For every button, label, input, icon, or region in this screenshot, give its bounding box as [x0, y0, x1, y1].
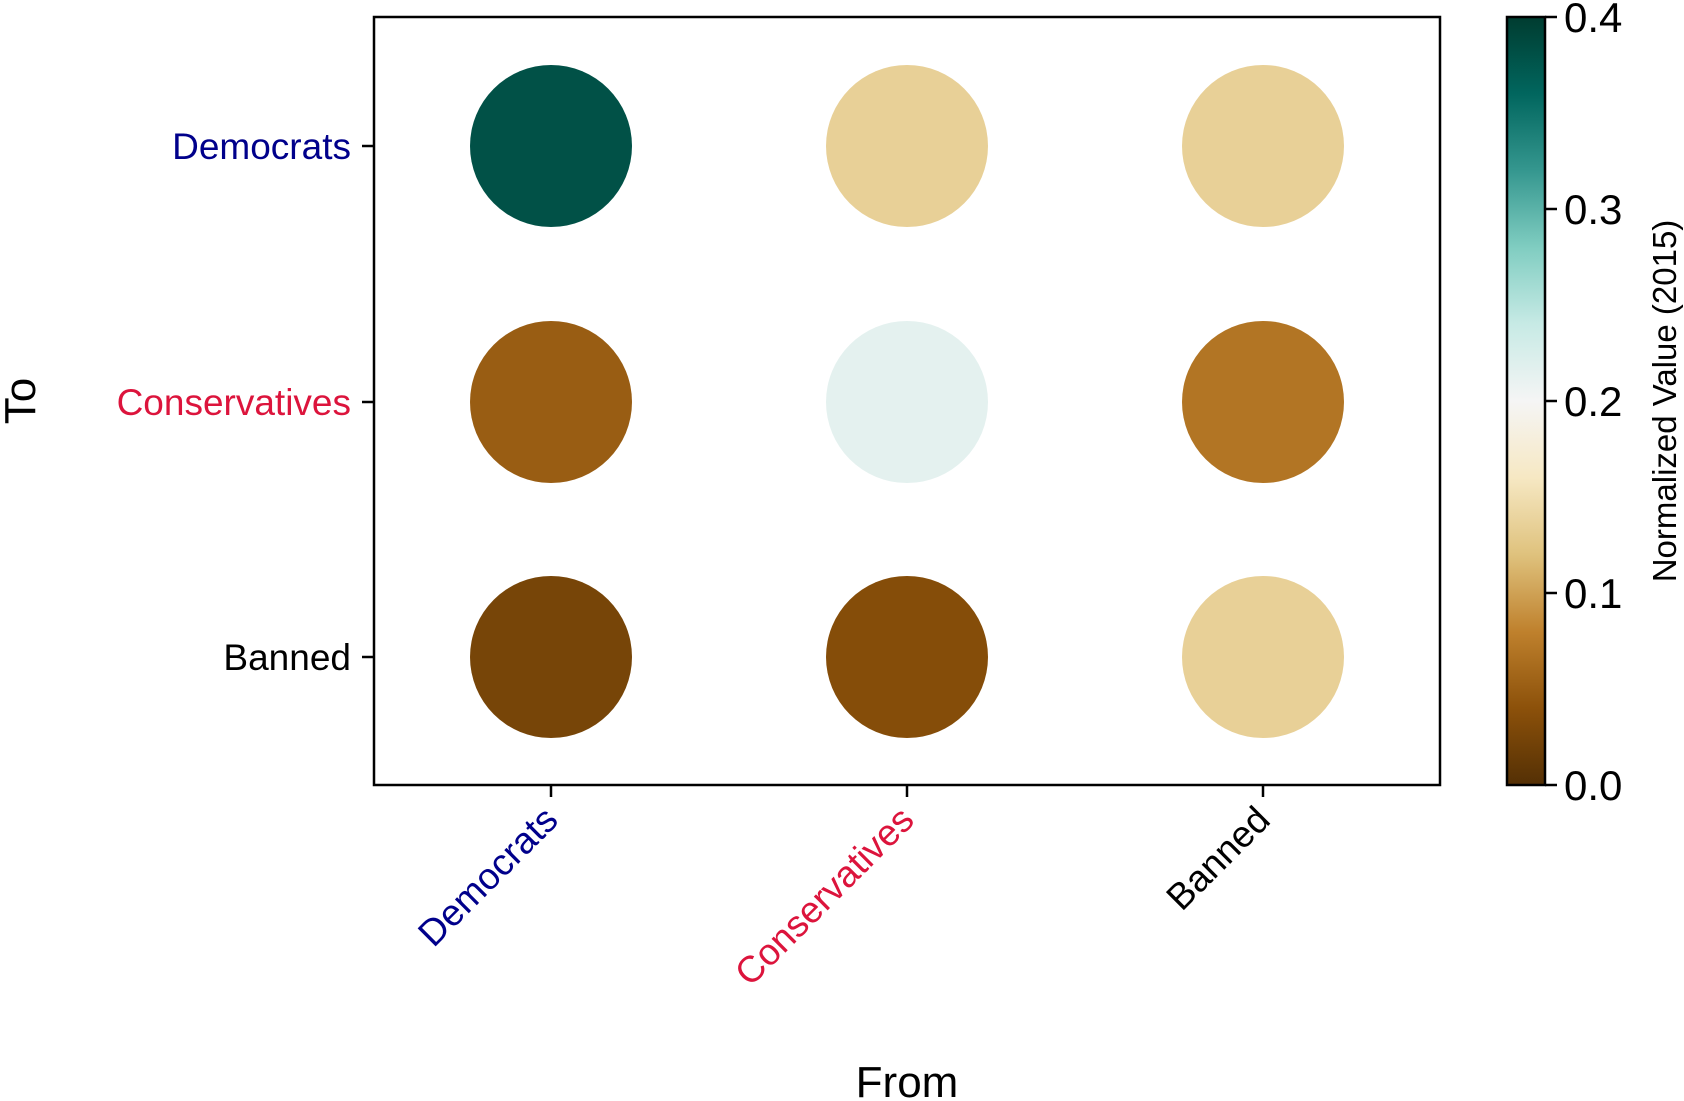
colorbar-tick-label: 0.1	[1564, 570, 1622, 617]
bubble-democrats-to-democrats	[470, 65, 632, 227]
bubble-banned-to-democrats	[1182, 65, 1344, 227]
x-tick-label-banned: Banned	[1158, 799, 1277, 918]
bubble-democrats-to-conservatives	[470, 321, 632, 483]
colorbar-tick-label: 0.3	[1564, 186, 1622, 233]
bubble-banned-to-banned	[1182, 576, 1344, 738]
y-axis-title: To	[0, 378, 45, 424]
y-tick-label-conservatives: Conservatives	[117, 382, 351, 423]
bubble-banned-to-conservatives	[1182, 321, 1344, 483]
y-axis: Democrats Conservatives Banned	[117, 126, 374, 678]
bubble-conservatives-to-banned	[826, 576, 988, 738]
colorbar-tick-label: 0.2	[1564, 378, 1622, 425]
colorbar-tick-label: 0.4	[1564, 0, 1622, 41]
bubble-conservatives-to-democrats	[826, 65, 988, 227]
bubble-layer	[470, 65, 1344, 738]
bubble-conservatives-to-conservatives	[826, 321, 988, 483]
y-tick-label-democrats: Democrats	[172, 126, 351, 167]
colorbar-ticks: 0.0 0.1 0.2 0.3 0.4	[1545, 0, 1622, 809]
x-tick-label-democrats: Democrats	[410, 799, 565, 954]
y-tick-label-banned: Banned	[223, 637, 351, 678]
x-axis: Democrats Conservatives Banned	[410, 785, 1278, 994]
colorbar-fill	[1505, 15, 1547, 787]
x-axis-title: From	[856, 1058, 959, 1101]
colorbar-title: Normalized Value (2015)	[1646, 220, 1683, 583]
colorbar: 0.0 0.1 0.2 0.3 0.4 Normalized Value (2015)	[1505, 0, 1683, 809]
colorbar-tick-label: 0.0	[1564, 762, 1622, 809]
x-tick-label-conservatives: Conservatives	[727, 799, 922, 994]
bubble-democrats-to-banned	[470, 576, 632, 738]
